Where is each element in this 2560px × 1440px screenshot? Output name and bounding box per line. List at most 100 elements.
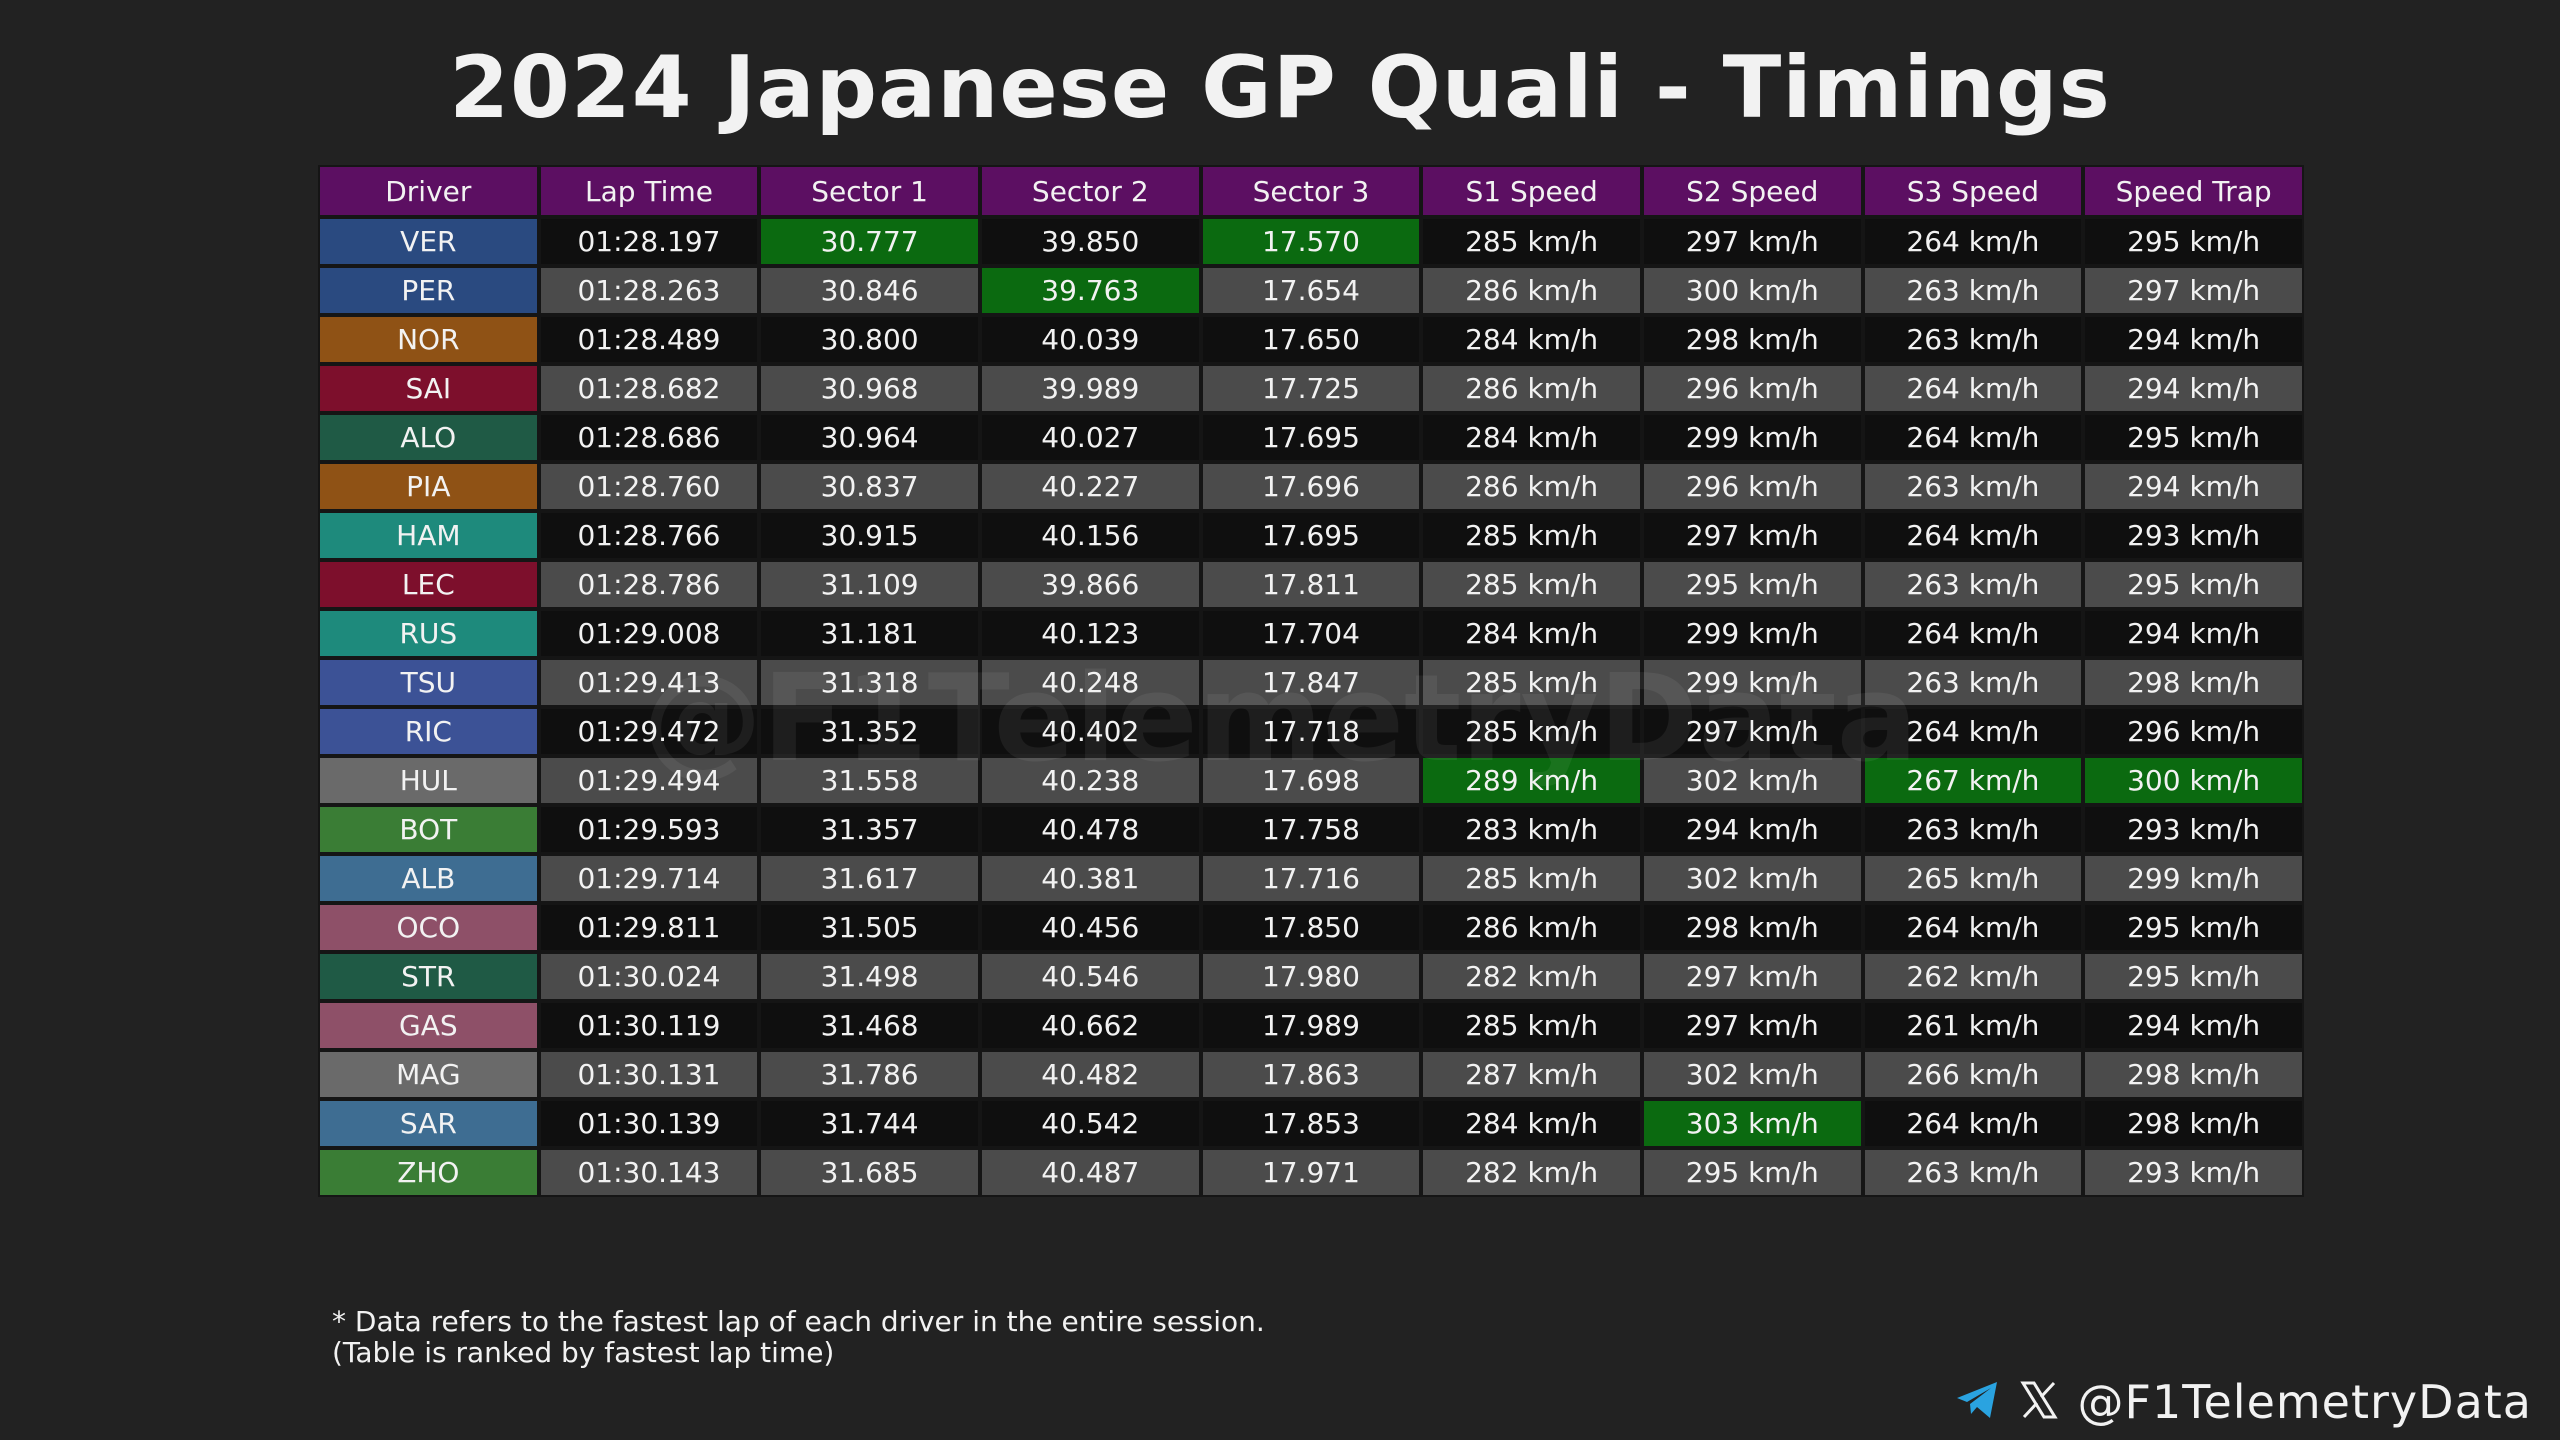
driver-cell: TSU xyxy=(318,658,539,707)
table-cell: 31.352 xyxy=(759,707,980,756)
table-cell: 01:30.119 xyxy=(538,1001,760,1050)
best-value-cell: 267 km/h xyxy=(1862,756,2084,805)
table-cell: 17.696 xyxy=(1200,462,1422,511)
table-cell: 01:28.786 xyxy=(538,560,760,609)
table-cell: 31.505 xyxy=(759,903,980,952)
table-row: BOT 01:29.593 31.357 40.478 17.758 283 km/h 29… xyxy=(318,805,2304,854)
table-cell: 17.847 xyxy=(1200,658,1422,707)
table-cell: 294 km/h xyxy=(1641,805,1863,854)
table-cell: 285 km/h xyxy=(1421,560,1642,609)
best-value-cell: 17.570 xyxy=(1200,217,1422,266)
driver-cell: ALO xyxy=(318,413,539,462)
table-cell: 40.662 xyxy=(979,1001,1201,1050)
table-cell: 17.811 xyxy=(1200,560,1422,609)
table-cell: 299 km/h xyxy=(2083,854,2304,903)
table-cell: 30.915 xyxy=(759,511,980,560)
driver-cell: BOT xyxy=(318,805,539,854)
table-cell: 01:28.686 xyxy=(538,413,760,462)
driver-cell: OCO xyxy=(318,903,539,952)
timings-table: Driver Lap Time Sector 1 Sector 2 Sector 3 S1… xyxy=(318,165,2304,1197)
table-cell: 298 km/h xyxy=(2083,658,2304,707)
table-cell: 265 km/h xyxy=(1862,854,2084,903)
table-cell: 285 km/h xyxy=(1421,658,1642,707)
table-cell: 17.725 xyxy=(1200,364,1422,413)
table-cell: 302 km/h xyxy=(1641,1050,1863,1099)
table-cell: 17.695 xyxy=(1200,511,1422,560)
table-cell: 298 km/h xyxy=(1641,903,1863,952)
table-cell: 17.980 xyxy=(1200,952,1422,1001)
table-row: HAM 01:28.766 30.915 40.156 17.695 285 km/h 29… xyxy=(318,511,2304,560)
table-cell: 40.227 xyxy=(979,462,1201,511)
table-cell: 01:29.413 xyxy=(538,658,760,707)
column-header: Speed Trap xyxy=(2083,165,2304,217)
table-cell: 297 km/h xyxy=(1641,1001,1863,1050)
table-cell: 286 km/h xyxy=(1421,266,1642,315)
table-row: PER 01:28.263 30.846 39.763 17.654 286 km/h 30… xyxy=(318,266,2304,315)
table-cell: 01:29.008 xyxy=(538,609,760,658)
table-cell: 31.181 xyxy=(759,609,980,658)
table-cell: 01:29.593 xyxy=(538,805,760,854)
table-cell: 40.238 xyxy=(979,756,1201,805)
driver-cell: VER xyxy=(318,217,539,266)
driver-cell: RUS xyxy=(318,609,539,658)
table-cell: 17.698 xyxy=(1200,756,1422,805)
page-title: 2024 Japanese GP Quali - Timings xyxy=(449,38,2111,138)
table-cell: 39.850 xyxy=(979,217,1201,266)
table-cell: 01:28.489 xyxy=(538,315,760,364)
driver-cell: SAR xyxy=(318,1099,539,1148)
table-cell: 294 km/h xyxy=(2083,364,2304,413)
table-cell: 294 km/h xyxy=(2083,609,2304,658)
table-cell: 40.156 xyxy=(979,511,1201,560)
table-row: LEC 01:28.786 31.109 39.866 17.811 285 km/h 29… xyxy=(318,560,2304,609)
table-cell: 295 km/h xyxy=(2083,217,2304,266)
table-cell: 296 km/h xyxy=(1641,462,1863,511)
table-cell: 01:30.024 xyxy=(538,952,760,1001)
table-cell: 283 km/h xyxy=(1421,805,1642,854)
table-cell: 262 km/h xyxy=(1862,952,2084,1001)
table-cell: 264 km/h xyxy=(1862,1099,2084,1148)
table-cell: 17.971 xyxy=(1200,1148,1422,1197)
table-cell: 40.482 xyxy=(979,1050,1201,1099)
table-cell: 302 km/h xyxy=(1641,854,1863,903)
table-row: GAS 01:30.119 31.468 40.662 17.989 285 km/h 29… xyxy=(318,1001,2304,1050)
footnote-line-1: * Data refers to the fastest lap of each… xyxy=(332,1305,1265,1338)
table-cell: 285 km/h xyxy=(1421,511,1642,560)
table-cell: 287 km/h xyxy=(1421,1050,1642,1099)
column-header: S1 Speed xyxy=(1421,165,1642,217)
table-cell: 30.846 xyxy=(759,266,980,315)
table-cell: 295 km/h xyxy=(2083,413,2304,462)
table-cell: 286 km/h xyxy=(1421,364,1642,413)
table-cell: 264 km/h xyxy=(1862,413,2084,462)
table-cell: 295 km/h xyxy=(2083,903,2304,952)
column-header: Driver xyxy=(318,165,539,217)
table-cell: 295 km/h xyxy=(1641,560,1863,609)
table-cell: 40.542 xyxy=(979,1099,1201,1148)
table-cell: 40.381 xyxy=(979,854,1201,903)
table-row: SAR 01:30.139 31.744 40.542 17.853 284 km/h 30… xyxy=(318,1099,2304,1148)
table-cell: 284 km/h xyxy=(1421,609,1642,658)
column-header: S2 Speed xyxy=(1641,165,1863,217)
table-cell: 31.109 xyxy=(759,560,980,609)
table-header-row: Driver Lap Time Sector 1 Sector 2 Sector 3 S1… xyxy=(318,165,2304,217)
table-body: VER 01:28.197 30.777 39.850 17.570 285 km/h 29… xyxy=(318,217,2304,1197)
table-cell: 263 km/h xyxy=(1862,1148,2084,1197)
table-cell: 297 km/h xyxy=(1641,952,1863,1001)
table-cell: 40.487 xyxy=(979,1148,1201,1197)
table-cell: 17.654 xyxy=(1200,266,1422,315)
table-cell: 31.786 xyxy=(759,1050,980,1099)
table-cell: 286 km/h xyxy=(1421,462,1642,511)
driver-cell: ZHO xyxy=(318,1148,539,1197)
driver-cell: MAG xyxy=(318,1050,539,1099)
table-row: STR 01:30.024 31.498 40.546 17.980 282 km/h 29… xyxy=(318,952,2304,1001)
table-cell: 17.695 xyxy=(1200,413,1422,462)
table-cell: 295 km/h xyxy=(1641,1148,1863,1197)
table-cell: 264 km/h xyxy=(1862,511,2084,560)
table-cell: 264 km/h xyxy=(1862,609,2084,658)
column-header: Sector 1 xyxy=(759,165,980,217)
driver-cell: LEC xyxy=(318,560,539,609)
table-cell: 30.800 xyxy=(759,315,980,364)
table-cell: 39.989 xyxy=(979,364,1201,413)
best-value-cell: 30.777 xyxy=(759,217,980,266)
table-cell: 31.617 xyxy=(759,854,980,903)
table-cell: 266 km/h xyxy=(1862,1050,2084,1099)
